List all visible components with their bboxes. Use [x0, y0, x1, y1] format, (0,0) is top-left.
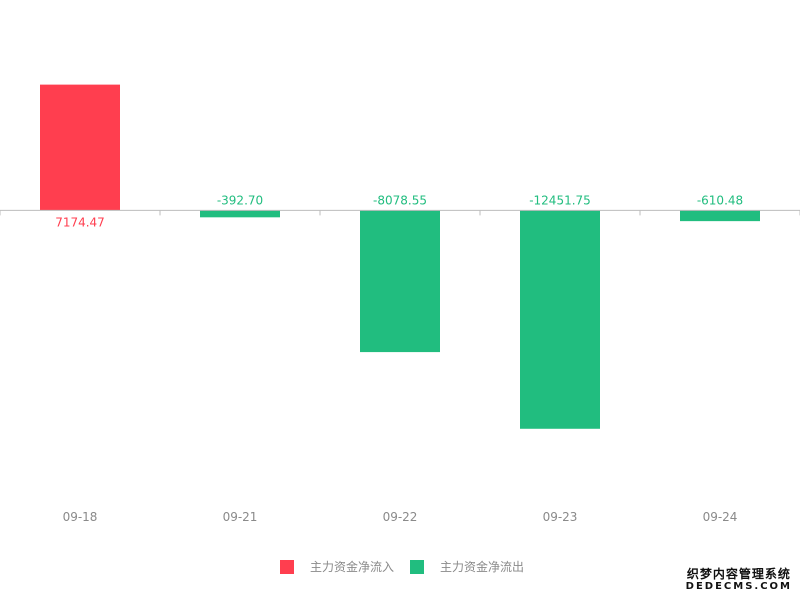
x-tick-label-09-18: 09-18 — [63, 510, 98, 524]
bar-09-24 — [680, 210, 760, 222]
legend-item-inflow[interactable]: 主力资金净流入 — [280, 558, 394, 575]
legend-label-inflow: 主力资金净流入 — [310, 560, 395, 574]
x-tick-label-09-23: 09-23 — [543, 510, 578, 524]
bar-09-23 — [520, 210, 600, 429]
x-tick-label-09-21: 09-21 — [223, 510, 258, 524]
legend: 主力资金净流入 主力资金净流出 — [280, 558, 524, 575]
x-tick-label-09-24: 09-24 — [703, 510, 738, 524]
data-label-09-24: -610.48 — [697, 193, 743, 207]
watermark-line2: DEDECMS.COM — [685, 581, 792, 592]
watermark-logo: 织梦内容管理系统 DEDECMS.COM — [685, 566, 792, 592]
data-label-09-23: -12451.75 — [529, 193, 591, 207]
bar-chart: 7174.47 09-18 -392.70 09-21 -8078.55 09-22 -12… — [0, 84, 800, 524]
bar-09-18 — [40, 84, 120, 211]
legend-swatch-outflow — [410, 559, 425, 574]
watermark-line1: 织梦内容管理系统 — [686, 566, 791, 581]
data-label-09-18: 7174.47 — [55, 215, 105, 229]
legend-swatch-inflow — [280, 559, 294, 574]
data-label-09-21: -392.70 — [217, 193, 263, 207]
bar-09-22 — [360, 210, 440, 353]
legend-label-outflow: 主力资金净流出 — [440, 560, 525, 574]
data-label-09-22: -8078.55 — [373, 193, 427, 207]
x-tick-label-09-22: 09-22 — [383, 510, 418, 524]
bar-09-21 — [200, 210, 280, 218]
legend-item-outflow[interactable]: 主力资金净流出 — [410, 558, 524, 575]
